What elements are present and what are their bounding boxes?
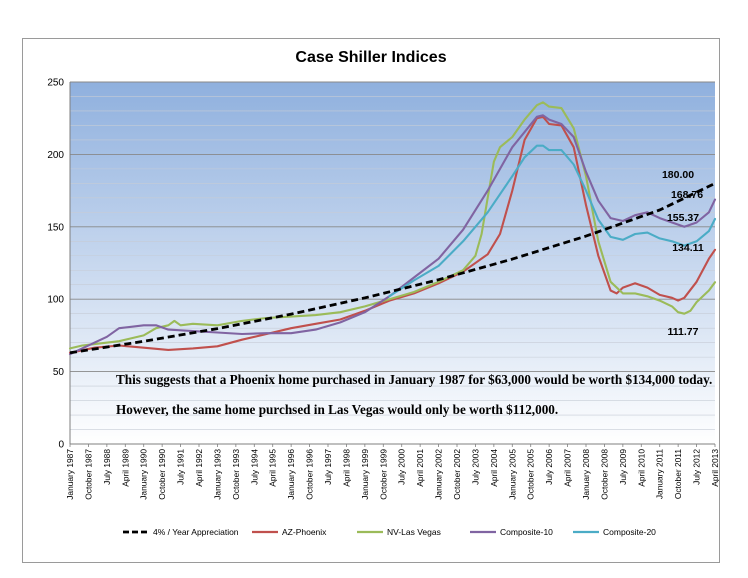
y-tick-label: 0 [58,440,64,451]
x-tick-label: January 1987 [65,449,75,500]
x-tick-label: October 1996 [305,449,315,500]
x-tick-label: July 2009 [618,449,628,485]
series-line-nv-las-vegas [68,101,717,350]
x-tick-label: April 2013 [710,449,719,487]
legend: 4% / Year Appreciation AZ-Phoenix NV-Las V… [123,527,656,537]
x-tick-label: April 1995 [268,449,278,487]
series-line-composite-20 [388,144,717,298]
axes [69,82,715,445]
end-label-appreciation: 180.00 [662,169,694,181]
end-label-las-vegas: 111.77 [668,326,699,338]
x-tick-label: April 1992 [194,449,204,487]
legend-label: 4% / Year Appreciation [153,527,239,537]
x-tick-label: October 1987 [83,449,93,500]
x-tick-label: July 2012 [692,449,702,485]
chart-svg: Case Shiller Indices 0 50 100 150 200 250 Jan… [47,49,719,537]
x-tick-label: January 2011 [655,449,665,499]
x-tick-label: October 1993 [231,449,241,500]
x-tick-label: January 1993 [212,449,222,500]
chart-title: Case Shiller Indices [295,49,446,66]
series-lines [68,101,717,356]
annotation-las-vegas: However, the same home purchsed in Las V… [116,402,558,417]
x-tick-label: July 2006 [544,449,554,485]
x-tick-label: January 2005 [507,449,517,500]
series-line-composite-10 [68,114,717,356]
legend-label: Composite-20 [603,527,656,537]
y-tick-label: 150 [47,222,64,233]
y-tick-label: 200 [47,150,64,161]
x-tick-label: July 1994 [249,449,259,485]
y-axis: 0 50 100 150 200 250 [47,78,64,451]
x-tick-label: January 1990 [139,449,149,500]
legend-label: Composite-10 [500,527,553,537]
x-tick-label: April 1989 [120,449,130,487]
gridlines [70,81,715,430]
x-tick-label: April 2004 [489,449,499,487]
x-tick-label: October 1999 [378,449,388,500]
end-label-phoenix: 134.11 [672,242,704,254]
legend-label: NV-Las Vegas [387,527,441,537]
x-tick-label: July 1997 [323,449,333,485]
annotation-phoenix: This suggests that a Phoenix home purcha… [116,372,712,387]
x-tick-label: October 2008 [599,449,609,500]
end-label-composite-10: 168.76 [671,189,703,201]
y-tick-label: 50 [53,367,65,378]
y-tick-label: 100 [47,295,64,306]
x-tick-label: January 2008 [581,449,591,500]
x-tick-label: October 1990 [157,449,167,500]
plot-area [70,82,715,444]
x-tick-label: October 2002 [452,449,462,500]
x-tick-label: October 2005 [526,449,536,500]
x-tick-label: July 2003 [470,449,480,485]
x-tick-label: January 1996 [286,449,296,500]
chart-frame: Case Shiller Indices 0 50 100 150 200 250 Jan… [22,38,720,563]
x-tick-label: July 2000 [397,449,407,485]
x-tick-label: April 1998 [341,449,351,487]
x-tick-label: April 2001 [415,449,425,487]
y-tick-label: 250 [47,78,64,89]
x-tick-label: October 2011 [673,449,683,499]
legend-label: AZ-Phoenix [282,527,327,537]
x-tick-label: July 1988 [102,449,112,485]
end-value-labels: 180.00 168.76 155.37 134.11 111.77 [662,169,704,338]
end-label-composite-20: 155.37 [667,212,699,224]
x-tick-label: January 1999 [360,449,370,500]
series-line-4-year-appreciation [69,182,716,355]
x-tick-label: July 1991 [176,449,186,485]
x-tick-label: April 2007 [563,449,573,487]
x-tick-label: April 2010 [636,449,646,487]
x-axis: January 1987 October 1987 July 1988 April 1… [65,444,719,500]
x-tick-label: January 2002 [434,449,444,500]
